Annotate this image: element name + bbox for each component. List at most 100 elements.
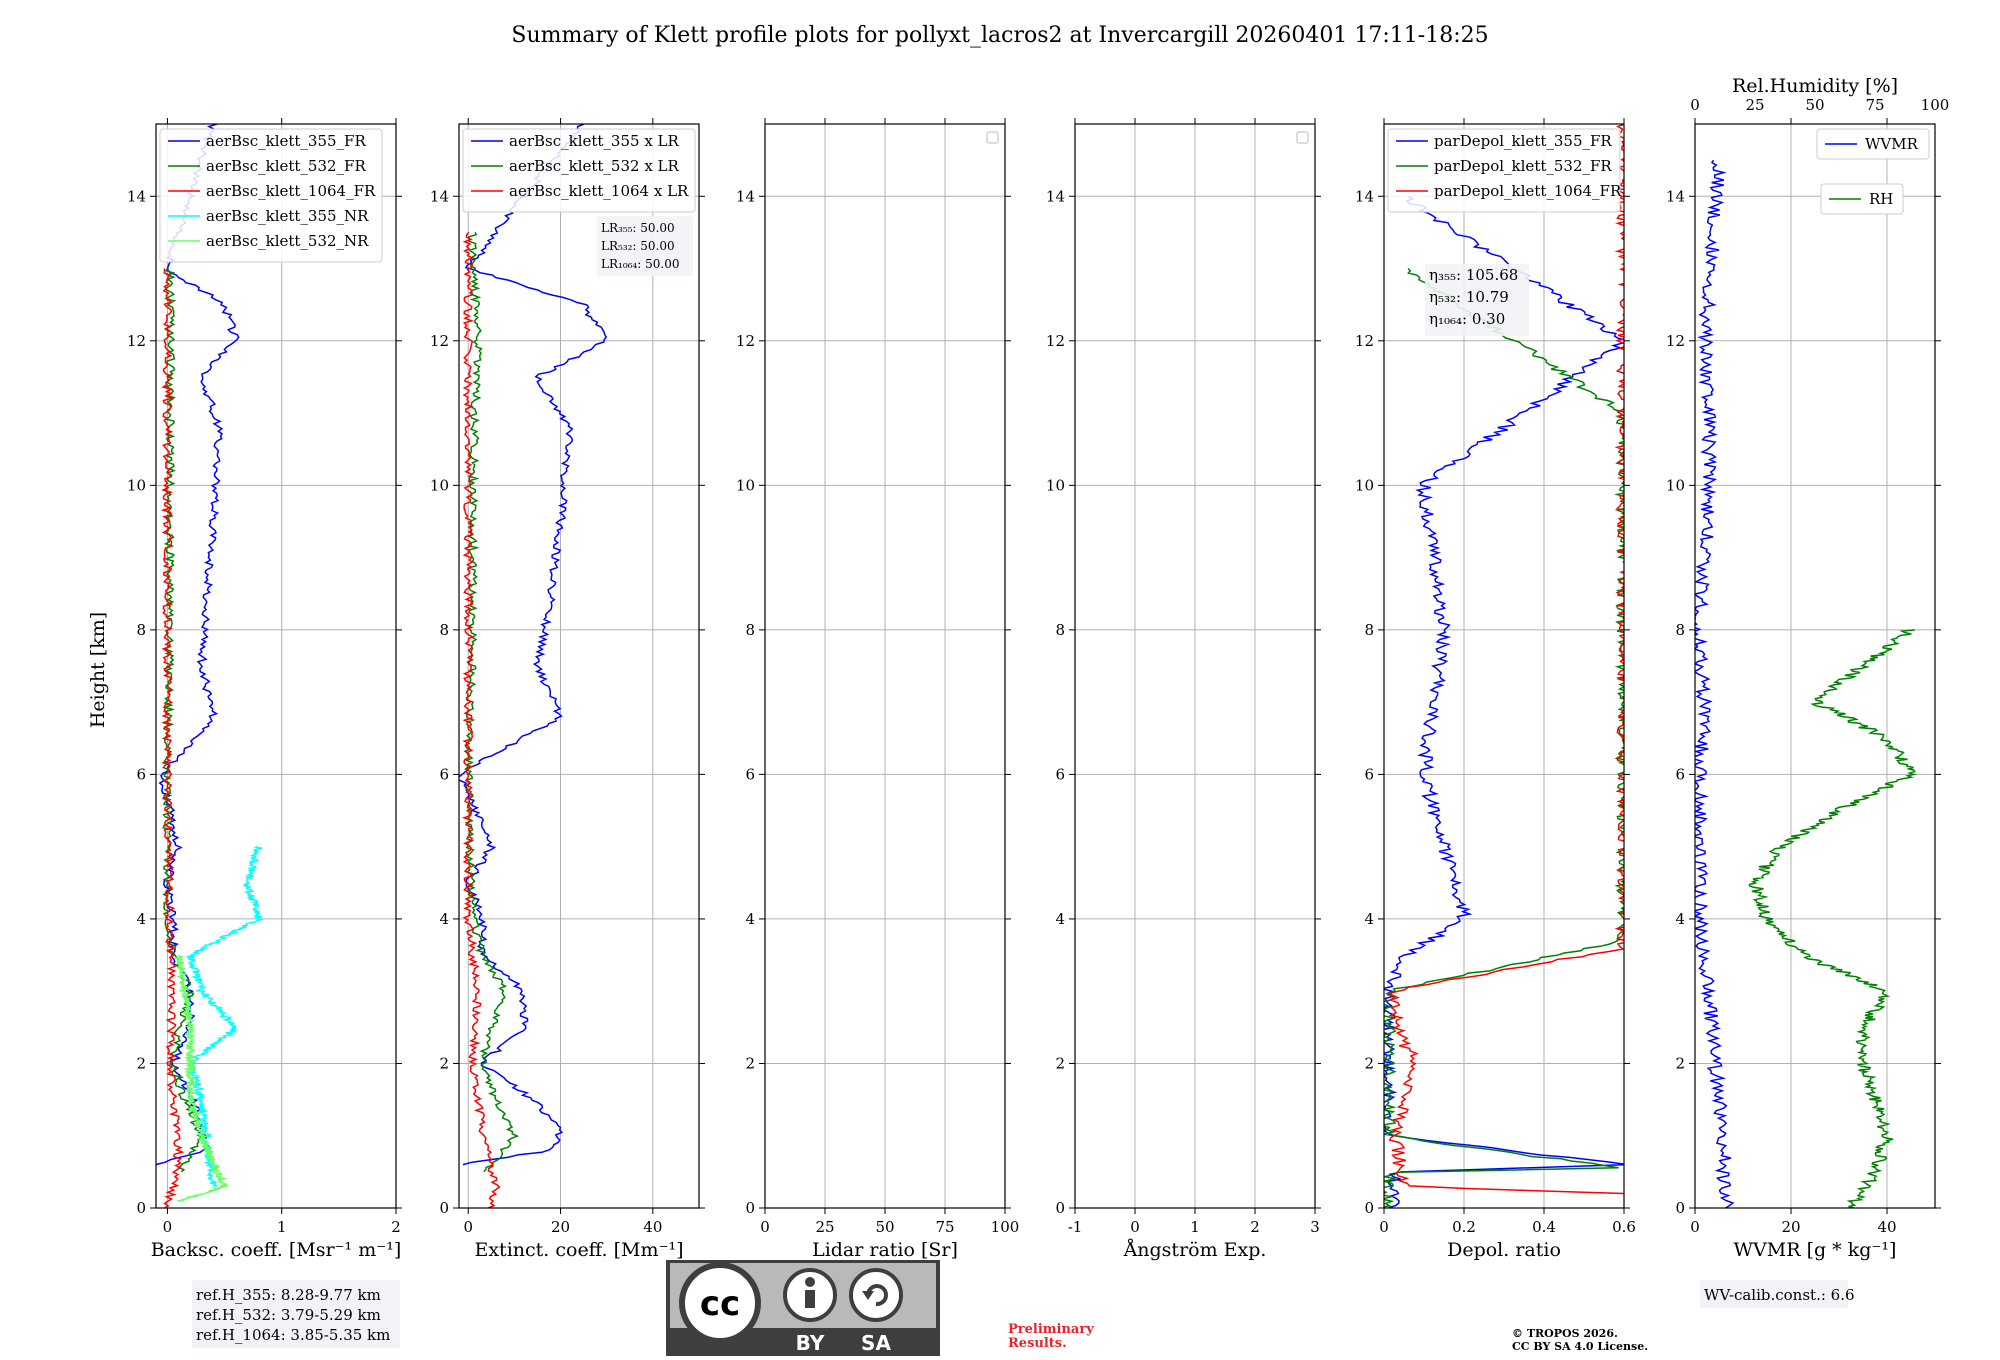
y-tick-label: 12 bbox=[1046, 332, 1065, 350]
copyright-line1: © TROPOS 2026. bbox=[1512, 1327, 1618, 1340]
annotation-line: η₅₃₂: 10.79 bbox=[1429, 288, 1509, 306]
sa-label: SA bbox=[861, 1331, 891, 1355]
annotation-line: LR₅₃₂: 50.00 bbox=[601, 239, 675, 253]
info-line: ref.H_355: 8.28-9.77 km bbox=[196, 1286, 381, 1304]
x-tick-label: 40 bbox=[1877, 1218, 1896, 1236]
empty-legend-box bbox=[986, 131, 999, 144]
y-tick-label: 10 bbox=[1666, 476, 1685, 494]
x-tick-label: 2 bbox=[1250, 1218, 1260, 1236]
y-tick-label: 4 bbox=[1675, 910, 1685, 928]
y-tick-label: 12 bbox=[430, 332, 449, 350]
legend: aerBsc_klett_355 x LR aerBsc_klett_532 x … bbox=[462, 128, 696, 213]
x-tick-label: 0.2 bbox=[1452, 1218, 1476, 1236]
y-tick-label: 0 bbox=[1055, 1199, 1065, 1217]
x-axis-label: Backsc. coeff. [Msr⁻¹ m⁻¹] bbox=[151, 1239, 402, 1261]
panels: 0 1 2 0 2 4 6 8 10 12 14 Backsc. coeff. [Msr⁻¹ m⁻¹]… bbox=[127, 75, 1949, 1348]
sa-share-icon bbox=[849, 1268, 903, 1322]
series-group bbox=[156, 124, 265, 1208]
x-tick-label: 20 bbox=[1781, 1218, 1800, 1236]
y-tick-label: 4 bbox=[136, 910, 146, 928]
annotation-line: η₃₅₅: 105.68 bbox=[1429, 266, 1518, 284]
y-axis-label: Height [km] bbox=[87, 612, 109, 728]
cc-circle-icon bbox=[679, 1262, 761, 1344]
y-tick-label: 2 bbox=[1364, 1054, 1374, 1072]
annotation-bg bbox=[1425, 264, 1529, 336]
y-tick-label: 10 bbox=[127, 476, 146, 494]
legend-box bbox=[462, 128, 696, 213]
y-tick-label: 14 bbox=[1666, 187, 1685, 205]
legend-box-wvmr bbox=[1816, 128, 1930, 160]
x-tick-label: 0 bbox=[1379, 1218, 1389, 1236]
series-line-aerBsc_klett_1064_FR bbox=[160, 268, 185, 1208]
info-box: WV-calib.const.: 6.6 bbox=[1700, 1280, 1855, 1308]
x-tick-label: 50 bbox=[875, 1218, 894, 1236]
info-box: ref.H_355: 8.28-9.77 km ref.H_532: 3.79-5… bbox=[192, 1280, 400, 1348]
y-tick-label: 6 bbox=[136, 765, 146, 783]
y-tick-label: 4 bbox=[1055, 910, 1065, 928]
series-line-RH bbox=[1748, 629, 1917, 1208]
preliminary-line1: Preliminary bbox=[1008, 1322, 1094, 1337]
y-tick-label: 12 bbox=[127, 332, 146, 350]
x-tick-label: 0 bbox=[463, 1218, 473, 1236]
y-tick-label: 0 bbox=[1364, 1199, 1374, 1217]
top-x-tick-label: 100 bbox=[1921, 96, 1950, 114]
x-axis-label: WVMR [g * kg⁻¹] bbox=[1734, 1239, 1897, 1261]
x-tick-label: 2 bbox=[391, 1218, 401, 1236]
series-line-parDepol_klett_355_FR bbox=[1384, 195, 1624, 1208]
y-tick-label: 10 bbox=[1046, 476, 1065, 494]
x-tick-label: 0 bbox=[1690, 1218, 1700, 1236]
legend-entry: aerBsc_klett_532_NR bbox=[206, 232, 369, 250]
legend-box bbox=[159, 128, 383, 263]
y-tick-label: 10 bbox=[1355, 476, 1374, 494]
y-tick-label: 0 bbox=[439, 1199, 449, 1217]
y-tick-label: 12 bbox=[1666, 332, 1685, 350]
panel-depol: 0 0.2 0.4 0.6 0 2 4 6 8 10 12 14 Depol. ratio parDepo… bbox=[1355, 118, 1636, 1261]
legend-entry: parDepol_klett_355_FR bbox=[1434, 132, 1612, 150]
series-group bbox=[459, 124, 608, 1208]
y-tick-label: 0 bbox=[136, 1199, 146, 1217]
legend: parDepol_klett_355_FR parDepol_klett_532_… bbox=[1387, 128, 1622, 213]
annotation-box: LR₃₅₅: 50.00 LR₅₃₂: 50.00 LR₁₀₆₄: 50.00 bbox=[597, 216, 693, 276]
top-x-tick-label: 75 bbox=[1865, 96, 1884, 114]
info-line: ref.H_532: 3.79-5.29 km bbox=[196, 1306, 381, 1324]
y-tick-label: 6 bbox=[1364, 765, 1374, 783]
annotation-box: η₃₅₅: 105.68 η₅₃₂: 10.79 η₁₀₆₄: 0.30 bbox=[1425, 264, 1529, 336]
y-tick-label: 14 bbox=[430, 187, 449, 205]
info-line: ref.H_1064: 3.85-5.35 km bbox=[196, 1326, 390, 1344]
annotation-bg bbox=[597, 216, 693, 276]
y-tick-label: 8 bbox=[1055, 621, 1065, 639]
x-tick-label: -1 bbox=[1068, 1218, 1083, 1236]
x-tick-label: 0 bbox=[760, 1218, 770, 1236]
info-line: WV-calib.const.: 6.6 bbox=[1704, 1286, 1855, 1304]
axes-frame bbox=[1694, 123, 1936, 1209]
y-tick-label: 14 bbox=[127, 187, 146, 205]
cc-text: cc bbox=[700, 1284, 740, 1324]
y-tick-label: 0 bbox=[1675, 1199, 1685, 1217]
preliminary-line2: Results. bbox=[1008, 1336, 1067, 1351]
legend-entry: RH bbox=[1869, 190, 1893, 208]
legend-entry: aerBsc_klett_1064_FR bbox=[206, 182, 376, 200]
y-tick-label: 4 bbox=[439, 910, 449, 928]
y-tick-label: 8 bbox=[745, 621, 755, 639]
cc-license-badge: cc BY SA bbox=[666, 1260, 940, 1356]
x-axis-label: Lidar ratio [Sr] bbox=[812, 1239, 958, 1261]
legend-entry: aerBsc_klett_532_FR bbox=[206, 157, 366, 175]
x-tick-label: 25 bbox=[815, 1218, 834, 1236]
series-line-aerBsc_klett_1064 x LR bbox=[461, 231, 501, 1208]
panel-ext: 0 20 40 0 2 4 6 8 10 12 14 Extinct. coeff. [Mm⁻¹] ae… bbox=[430, 118, 705, 1261]
x-tick-label: 0.6 bbox=[1612, 1218, 1636, 1236]
y-tick-label: 14 bbox=[1046, 187, 1065, 205]
legend-entry: aerBsc_klett_355_FR bbox=[206, 132, 366, 150]
y-tick-label: 4 bbox=[1364, 910, 1374, 928]
top-axis-label: Rel.Humidity [%] bbox=[1732, 75, 1898, 97]
by-label: BY bbox=[796, 1331, 825, 1355]
top-x-tick-label: 25 bbox=[1745, 96, 1764, 114]
y-tick-label: 8 bbox=[1675, 621, 1685, 639]
y-tick-label: 8 bbox=[1364, 621, 1374, 639]
x-tick-label: 0 bbox=[163, 1218, 173, 1236]
legend-entry: WVMR bbox=[1865, 135, 1919, 153]
y-tick-label: 10 bbox=[736, 476, 755, 494]
legend-entry: parDepol_klett_1064_FR bbox=[1434, 182, 1622, 200]
